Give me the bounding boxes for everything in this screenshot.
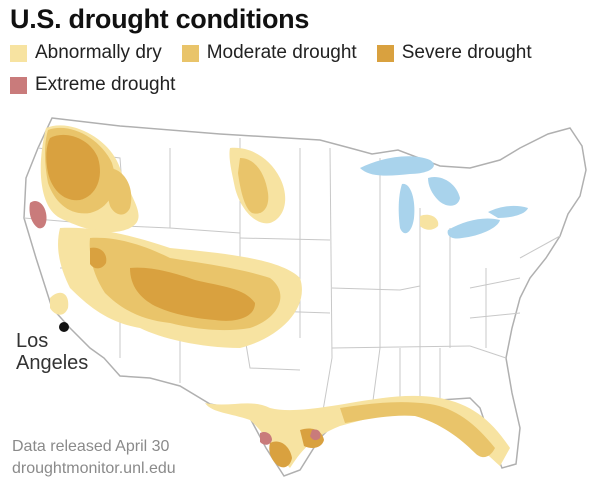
map-title: U.S. drought conditions	[10, 4, 310, 34]
legend-swatch-severe-drought	[376, 44, 394, 62]
legend-swatch-abnormally-dry	[10, 44, 27, 62]
legend-item-severe-drought: Severe drought	[376, 41, 532, 65]
legend-label: Abnormally dry	[35, 42, 162, 63]
city-label-line2: Angeles	[16, 352, 89, 374]
us-drought-map	[23, 117, 587, 477]
great-lakes	[360, 156, 528, 239]
legend-item-moderate-drought: Moderate drought	[181, 41, 357, 65]
legend: Abnormally dry Moderate drought Severe d…	[10, 41, 610, 97]
legend-item-abnormally-dry: Abnormally dry	[10, 41, 162, 65]
source-note: Data released April 30 droughtmonitor.un…	[12, 436, 176, 480]
us-outline	[23, 117, 587, 477]
source-url: droughtmonitor.unl.edu	[12, 460, 176, 477]
city-label-los-angeles: Los Angeles	[16, 330, 88, 374]
city-label-line1: Los	[16, 330, 49, 352]
los-angeles-marker	[59, 322, 69, 332]
legend-swatch-moderate-drought	[181, 44, 199, 62]
legend-label: Moderate drought	[206, 42, 357, 63]
drought-extreme	[29, 201, 321, 445]
legend-label: Severe drought	[401, 42, 532, 63]
legend-label: Extreme drought	[35, 74, 176, 95]
legend-item-extreme-drought: Extreme drought	[10, 73, 175, 97]
legend-swatch-extreme-drought	[10, 76, 27, 94]
source-date: Data released April 30	[12, 438, 170, 455]
